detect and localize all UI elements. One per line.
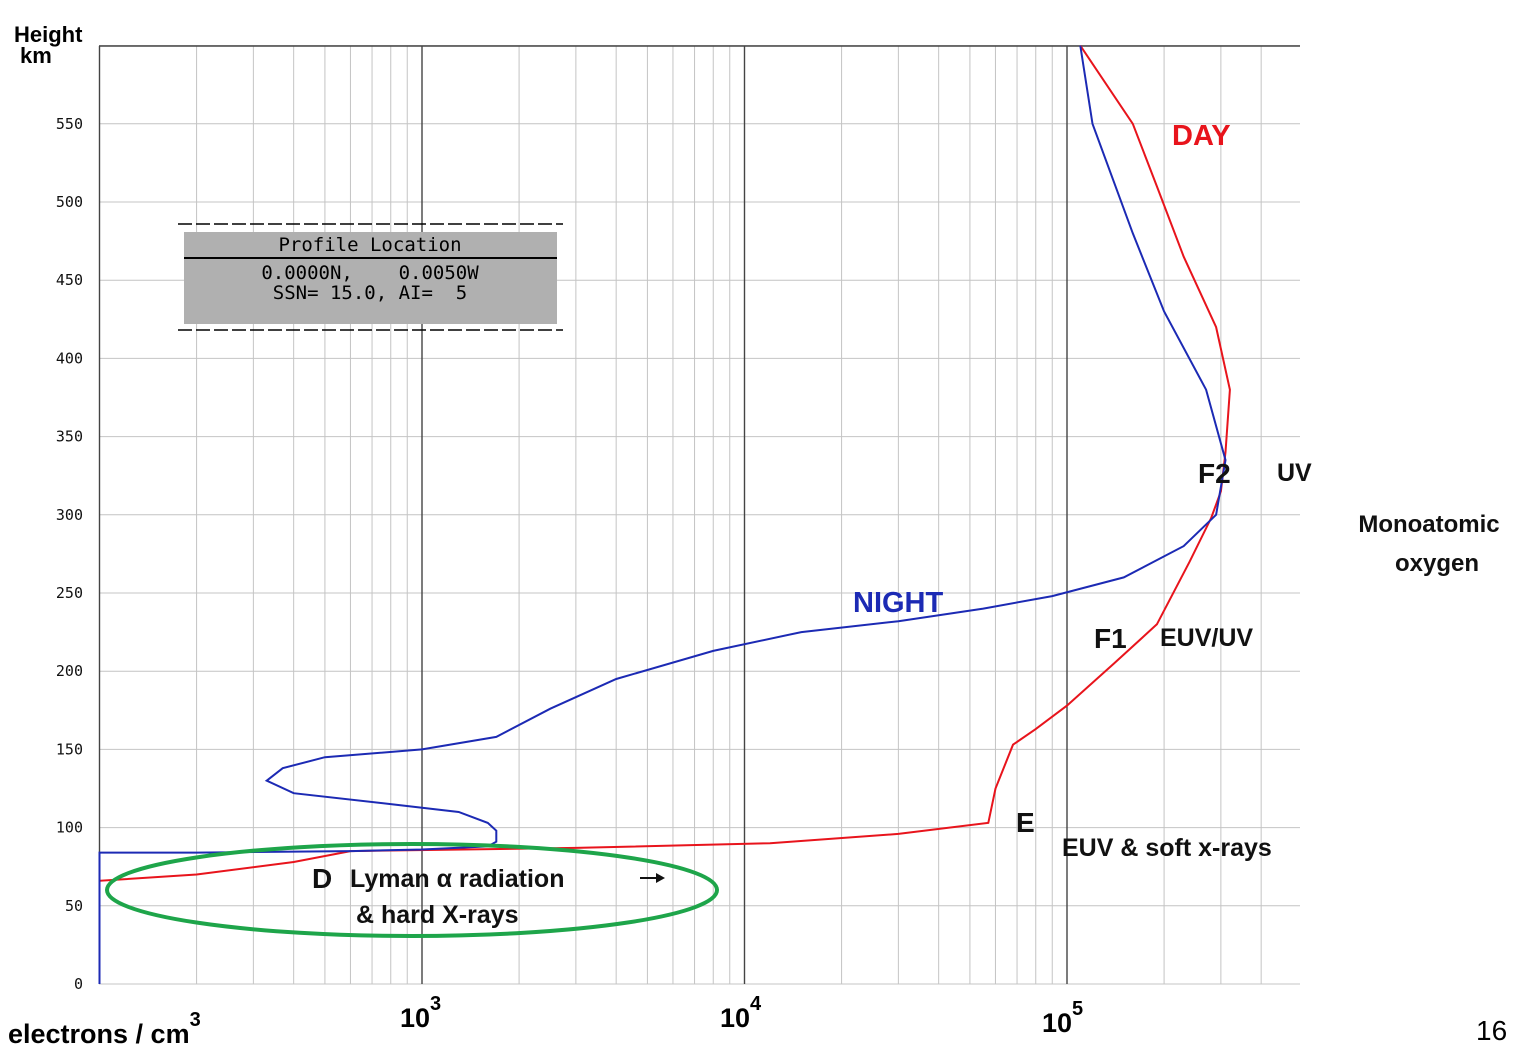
y-axis-title-line2: km: [20, 43, 52, 68]
slide-number: 16: [1476, 1015, 1507, 1046]
y-tick-label: 250: [56, 584, 83, 602]
profile-location-box: Profile Location 0.0000N, 0.0050W SSN= 1…: [178, 223, 563, 331]
y-tick-label: 300: [56, 506, 83, 524]
x-tick-label-1e5: 105: [1042, 998, 1083, 1038]
x-axis-title: electrons / cm3: [8, 1009, 201, 1049]
day-label: DAY: [1172, 120, 1231, 152]
y-tick-labels: 0 50 100 150 200 250 300 350 400 450 500 550: [56, 115, 83, 993]
profile-box-title: Profile Location: [278, 234, 461, 256]
y-tick-label: 400: [56, 349, 83, 367]
x-tick-label-1e4: 104: [720, 993, 762, 1033]
y-tick-label: 200: [56, 662, 83, 680]
grid-minor-lines: [99, 45, 1300, 985]
grid-decade-lines: [98, 45, 1300, 984]
euv-soft-xrays-label: EUV & soft x-rays: [1062, 834, 1272, 862]
x-tick-label-1e3: 103: [400, 993, 441, 1033]
euv-uv-label: EUV/UV: [1160, 624, 1253, 652]
monoatomic-label-line1: Monoatomic: [1358, 511, 1499, 538]
y-tick-label: 350: [56, 428, 83, 446]
profile-box-line2: SSN= 15.0, AI= 5: [273, 282, 467, 304]
f1-label: F1: [1094, 623, 1127, 654]
e-label: E: [1016, 807, 1035, 838]
y-tick-label: 550: [56, 115, 83, 133]
d-label: D: [312, 863, 332, 894]
y-tick-label: 0: [74, 975, 83, 993]
uv-label: UV: [1277, 459, 1312, 487]
d-region-ellipse: [105, 842, 719, 938]
monoatomic-label-line2: oxygen: [1395, 550, 1479, 577]
night-label: NIGHT: [853, 587, 944, 619]
lyman-label-line1: Lyman α radiation: [350, 865, 564, 893]
lyman-label-line2: & hard X-rays: [356, 901, 519, 929]
y-axis-title-line1: Height: [14, 22, 83, 47]
y-tick-label: 500: [56, 193, 83, 211]
y-tick-label: 50: [65, 897, 83, 915]
y-tick-label: 150: [56, 740, 83, 758]
y-tick-label: 100: [56, 819, 83, 837]
f2-label: F2: [1198, 458, 1231, 489]
right-arrow-icon: [640, 873, 665, 883]
y-tick-label: 450: [56, 271, 83, 289]
profile-box-line1: 0.0000N, 0.0050W: [261, 262, 479, 284]
